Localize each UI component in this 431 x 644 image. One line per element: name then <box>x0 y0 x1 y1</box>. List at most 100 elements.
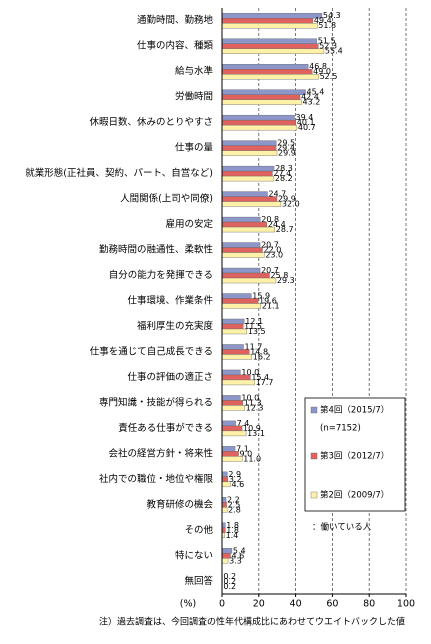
value-label: 11.5 <box>244 322 262 331</box>
bar <box>221 272 270 279</box>
bar <box>221 451 239 457</box>
value-label: 55.4 <box>325 47 343 56</box>
bar <box>221 119 296 126</box>
bar <box>221 18 314 24</box>
value-label: 49.4 <box>314 16 332 25</box>
value-label: 7.4 <box>237 419 250 428</box>
bar <box>221 405 245 411</box>
category-label: 就業形態(正社員、契約、パート、自営など) <box>25 167 213 179</box>
footnote: 注）過去調査は、今回調査の性年代構成比にあわせてウエイトバックした値 <box>99 616 405 628</box>
bar <box>221 196 278 202</box>
category-label: 通勤時間、勤務地 <box>137 14 214 26</box>
bar <box>221 318 245 325</box>
value-label: 43.2 <box>302 98 320 107</box>
x-tick-label: 60 <box>326 599 338 610</box>
category-label: 労働時間 <box>175 91 213 103</box>
bar <box>221 471 228 478</box>
value-label: 3.2 <box>229 475 242 484</box>
category-label: 責任ある仕事ができる <box>118 422 213 434</box>
value-label: 10.0 <box>241 368 259 377</box>
category-label: 給与水準 <box>175 65 214 77</box>
value-label: 3.3 <box>229 556 242 565</box>
bar <box>221 349 250 355</box>
value-label: 14.8 <box>250 347 268 356</box>
bar <box>221 73 319 80</box>
category-label: 無回答 <box>184 575 213 587</box>
x-tick-label: 0 <box>219 599 225 610</box>
x-tick-label: 40 <box>290 599 302 610</box>
value-label: 10.9 <box>243 424 261 433</box>
value-label: 12.1 <box>245 317 263 326</box>
value-label: 28.2 <box>275 174 293 183</box>
bar <box>221 430 247 437</box>
x-tick-label: 100 <box>397 599 415 610</box>
legend-swatch <box>310 491 318 499</box>
value-label: 9.0 <box>240 449 253 458</box>
value-label: 24.4 <box>268 220 286 229</box>
value-label: 0.2 <box>223 577 236 586</box>
legend-box <box>304 397 406 512</box>
category-label: 福利厚生の充実度 <box>137 320 214 332</box>
bar <box>221 201 282 207</box>
bar <box>221 446 236 452</box>
category-label: 会社の経営方針・将来性 <box>108 447 213 459</box>
value-label: 52.5 <box>320 72 338 81</box>
value-label: 17.7 <box>256 378 274 387</box>
value-label: 28.3 <box>275 164 293 173</box>
bar <box>221 420 236 427</box>
bar <box>221 252 265 258</box>
legend-caption: ：働いている人 <box>312 522 372 533</box>
bar <box>221 23 318 29</box>
value-label: 15.4 <box>251 373 269 382</box>
bar <box>221 221 268 228</box>
category-label: 社内での職位・地位や権限 <box>99 473 214 485</box>
value-label: 24.7 <box>268 190 286 199</box>
value-label: 13.1 <box>247 429 265 438</box>
bar <box>221 226 276 233</box>
category-label: 仕事の量 <box>175 142 214 154</box>
value-label: 7.1 <box>236 444 249 453</box>
bar <box>221 456 243 462</box>
bar <box>221 354 253 360</box>
value-label: 20.8 <box>261 215 279 224</box>
bar <box>221 379 255 386</box>
bar <box>221 13 323 19</box>
value-label: 1.8 <box>226 526 239 535</box>
bar <box>221 328 248 335</box>
bar <box>221 548 233 554</box>
category-label: 休暇日数、休みのとりやすさ <box>89 116 213 128</box>
category-label: 特にない <box>175 549 213 561</box>
category-label: 仕事環境、作業条件 <box>127 295 213 307</box>
bar <box>221 277 277 284</box>
value-label: 51.5 <box>318 37 336 46</box>
category-label: その他 <box>184 524 213 536</box>
value-label: 51.8 <box>318 21 336 30</box>
bar <box>221 303 262 309</box>
bar <box>221 140 277 146</box>
bar <box>221 165 275 172</box>
bar <box>221 400 243 406</box>
x-tick-label: 80 <box>363 599 375 610</box>
bar <box>221 124 298 131</box>
bar <box>221 476 229 483</box>
value-label: 46.8 <box>309 62 327 71</box>
value-label: 29.3 <box>277 276 295 285</box>
value-label: 21.1 <box>262 302 280 311</box>
value-label: 16.2 <box>253 352 271 361</box>
value-label: 29.4 <box>277 144 295 153</box>
bar <box>221 497 227 503</box>
value-label: 19.6 <box>259 297 277 306</box>
value-label: 52.3 <box>319 42 337 51</box>
value-label: 0.2 <box>223 572 236 581</box>
value-label: 13.5 <box>248 327 266 336</box>
value-label: 29.9 <box>278 195 296 204</box>
bar <box>221 48 325 54</box>
bar <box>221 298 259 304</box>
value-label: 22.0 <box>263 246 281 255</box>
category-label: 勤務時間の融通性、柔軟性 <box>99 244 214 256</box>
bar <box>221 369 241 376</box>
category-label: 雇用の安定 <box>165 218 213 230</box>
bar <box>221 502 227 508</box>
value-label: 45.4 <box>307 88 325 97</box>
category-label: 仕事の評価の適正さ <box>127 371 213 383</box>
